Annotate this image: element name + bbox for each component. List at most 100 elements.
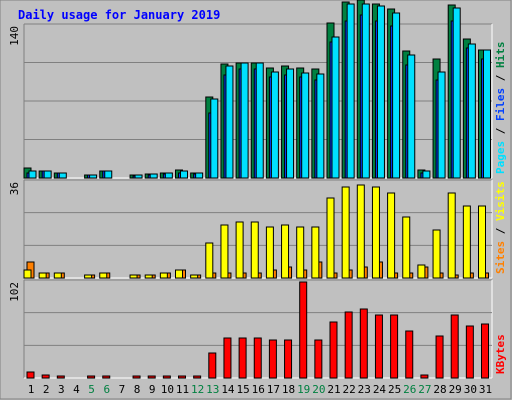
bar-kbytes-day-24: [374, 314, 383, 379]
bar-pages-day-20: [316, 73, 325, 179]
legend-entry: Hits: [494, 42, 507, 69]
bar-visits-day-5: [84, 274, 93, 279]
x-tick-label-day-29: 29: [449, 383, 462, 396]
bar-pages-day-5: [89, 174, 98, 179]
legend-entry: Pages: [494, 141, 507, 174]
bar-kbytes-day-2: [41, 374, 50, 379]
panel-visits: 36 Sites / Visits: [8, 179, 507, 279]
bar-visits-day-30: [462, 205, 471, 279]
bar-visits-day-16: [250, 221, 259, 279]
chart-title: Daily usage for January 2019: [18, 8, 220, 22]
legend-entry: /: [494, 68, 507, 88]
bar-visits-day-31: [478, 205, 486, 279]
bar-pages-day-10: [164, 172, 173, 179]
x-tick-label-day-21: 21: [327, 383, 340, 396]
bar-kbytes-day-13: [208, 352, 217, 379]
bar-kbytes-day-5: [87, 375, 96, 379]
x-tick-label-day-9: 9: [149, 383, 156, 396]
bar-pages-day-15: [240, 62, 249, 179]
bar-visits-day-6: [99, 272, 108, 279]
bar-visits-day-1: [23, 269, 32, 279]
bar-pages-day-19: [301, 72, 310, 179]
bar-kbytes-day-22: [344, 311, 353, 379]
bar-pages-day-16: [255, 62, 264, 179]
bar-visits-day-9: [144, 274, 153, 279]
x-tick-label-day-22: 22: [343, 383, 356, 396]
bar-kbytes-day-10: [162, 375, 171, 379]
bar-kbytes-day-27: [420, 374, 429, 379]
bar-visits-day-22: [341, 186, 350, 279]
x-tick-label-day-30: 30: [464, 383, 477, 396]
x-tick-label-day-16: 16: [252, 383, 265, 396]
bar-visits-day-12: [190, 274, 199, 279]
x-tick-label-day-3: 3: [58, 383, 65, 396]
bar-visits-day-17: [265, 226, 274, 279]
bar-pages-day-21: [331, 36, 340, 179]
bar-kbytes-day-26: [405, 330, 414, 379]
x-tick-label-day-18: 18: [282, 383, 295, 396]
bar-kbytes-day-16: [253, 337, 262, 379]
x-tick-label-day-31: 31: [479, 383, 492, 396]
bar-visits-day-13: [205, 242, 214, 279]
bar-kbytes-day-15: [238, 337, 247, 379]
x-tick-label-day-5: 5: [88, 383, 95, 396]
bar-pages-day-17: [270, 71, 279, 179]
x-tick-label-day-26: 26: [403, 383, 416, 396]
legend-entry: KBytes: [494, 334, 507, 374]
bar-kbytes-day-3: [56, 375, 65, 379]
bar-pages-day-25: [392, 12, 401, 179]
panel-hits: 140 Pages / Files / Hits: [8, 0, 507, 179]
x-tick-label-day-13: 13: [206, 383, 219, 396]
bar-visits-day-3: [53, 272, 62, 279]
bar-visits-day-21: [326, 197, 335, 279]
bar-kbytes-day-1: [26, 371, 35, 379]
bar-kbytes-day-11: [178, 375, 186, 379]
x-tick-label-day-15: 15: [236, 383, 249, 396]
bar-pages-day-23: [361, 3, 370, 179]
x-tick-label-day-25: 25: [388, 383, 401, 396]
x-tick-label-day-2: 2: [43, 383, 50, 396]
series-pages: [28, 3, 491, 179]
bar-visits-day-15: [235, 221, 244, 279]
x-axis-labels: 1 2 3 4 5 6 7 8 9 10 11 12 13 14 15 16 17 18 19 20 21 22 23 24 2…: [28, 383, 492, 396]
bar-visits-day-19: [296, 226, 305, 279]
bar-kbytes-day-8: [132, 375, 141, 379]
bar-kbytes-day-6: [102, 375, 111, 379]
y-axis-max-label: 140: [8, 26, 21, 46]
x-tick-label-day-20: 20: [312, 383, 325, 396]
bar-kbytes-day-29: [450, 314, 459, 379]
bar-kbytes-day-12: [193, 375, 202, 379]
plot-panels: 140 Pages / Files / Hits 36 Sites / Visits 1…: [8, 0, 507, 379]
bar-visits-day-11: [175, 269, 183, 279]
bar-visits-day-29: [447, 192, 456, 279]
bar-pages-day-30: [467, 43, 476, 179]
bar-pages-day-14: [225, 65, 234, 179]
legend-entry: Files: [494, 88, 507, 121]
bar-kbytes-day-31: [481, 323, 489, 379]
bar-visits-day-10: [159, 272, 168, 279]
bar-pages-day-13: [210, 98, 219, 179]
bar-visits-day-18: [281, 224, 290, 279]
bar-kbytes-day-19: [299, 281, 308, 379]
x-tick-label-day-28: 28: [433, 383, 446, 396]
x-tick-label-day-8: 8: [134, 383, 141, 396]
bar-pages-day-31: [483, 49, 491, 179]
bar-kbytes-day-18: [284, 339, 293, 379]
bar-visits-day-20: [311, 226, 320, 279]
series-visits: [23, 184, 486, 279]
bar-kbytes-day-23: [359, 308, 368, 379]
x-tick-label-day-1: 1: [28, 383, 35, 396]
legend-entry: Visits: [494, 181, 507, 221]
x-tick-label-day-10: 10: [161, 383, 174, 396]
bar-visits-day-27: [417, 264, 426, 279]
legend-entry: /: [494, 221, 507, 241]
bar-pages-day-26: [407, 54, 416, 179]
bar-pages-day-12: [195, 172, 204, 179]
bar-visits-day-8: [129, 274, 138, 279]
x-tick-label-day-11: 11: [176, 383, 189, 396]
bar-visits-day-14: [220, 224, 229, 279]
bar-kbytes-day-9: [147, 375, 156, 379]
panel-hits-legend: Pages / Files / Hits: [494, 42, 507, 175]
x-tick-label-day-4: 4: [73, 383, 80, 396]
